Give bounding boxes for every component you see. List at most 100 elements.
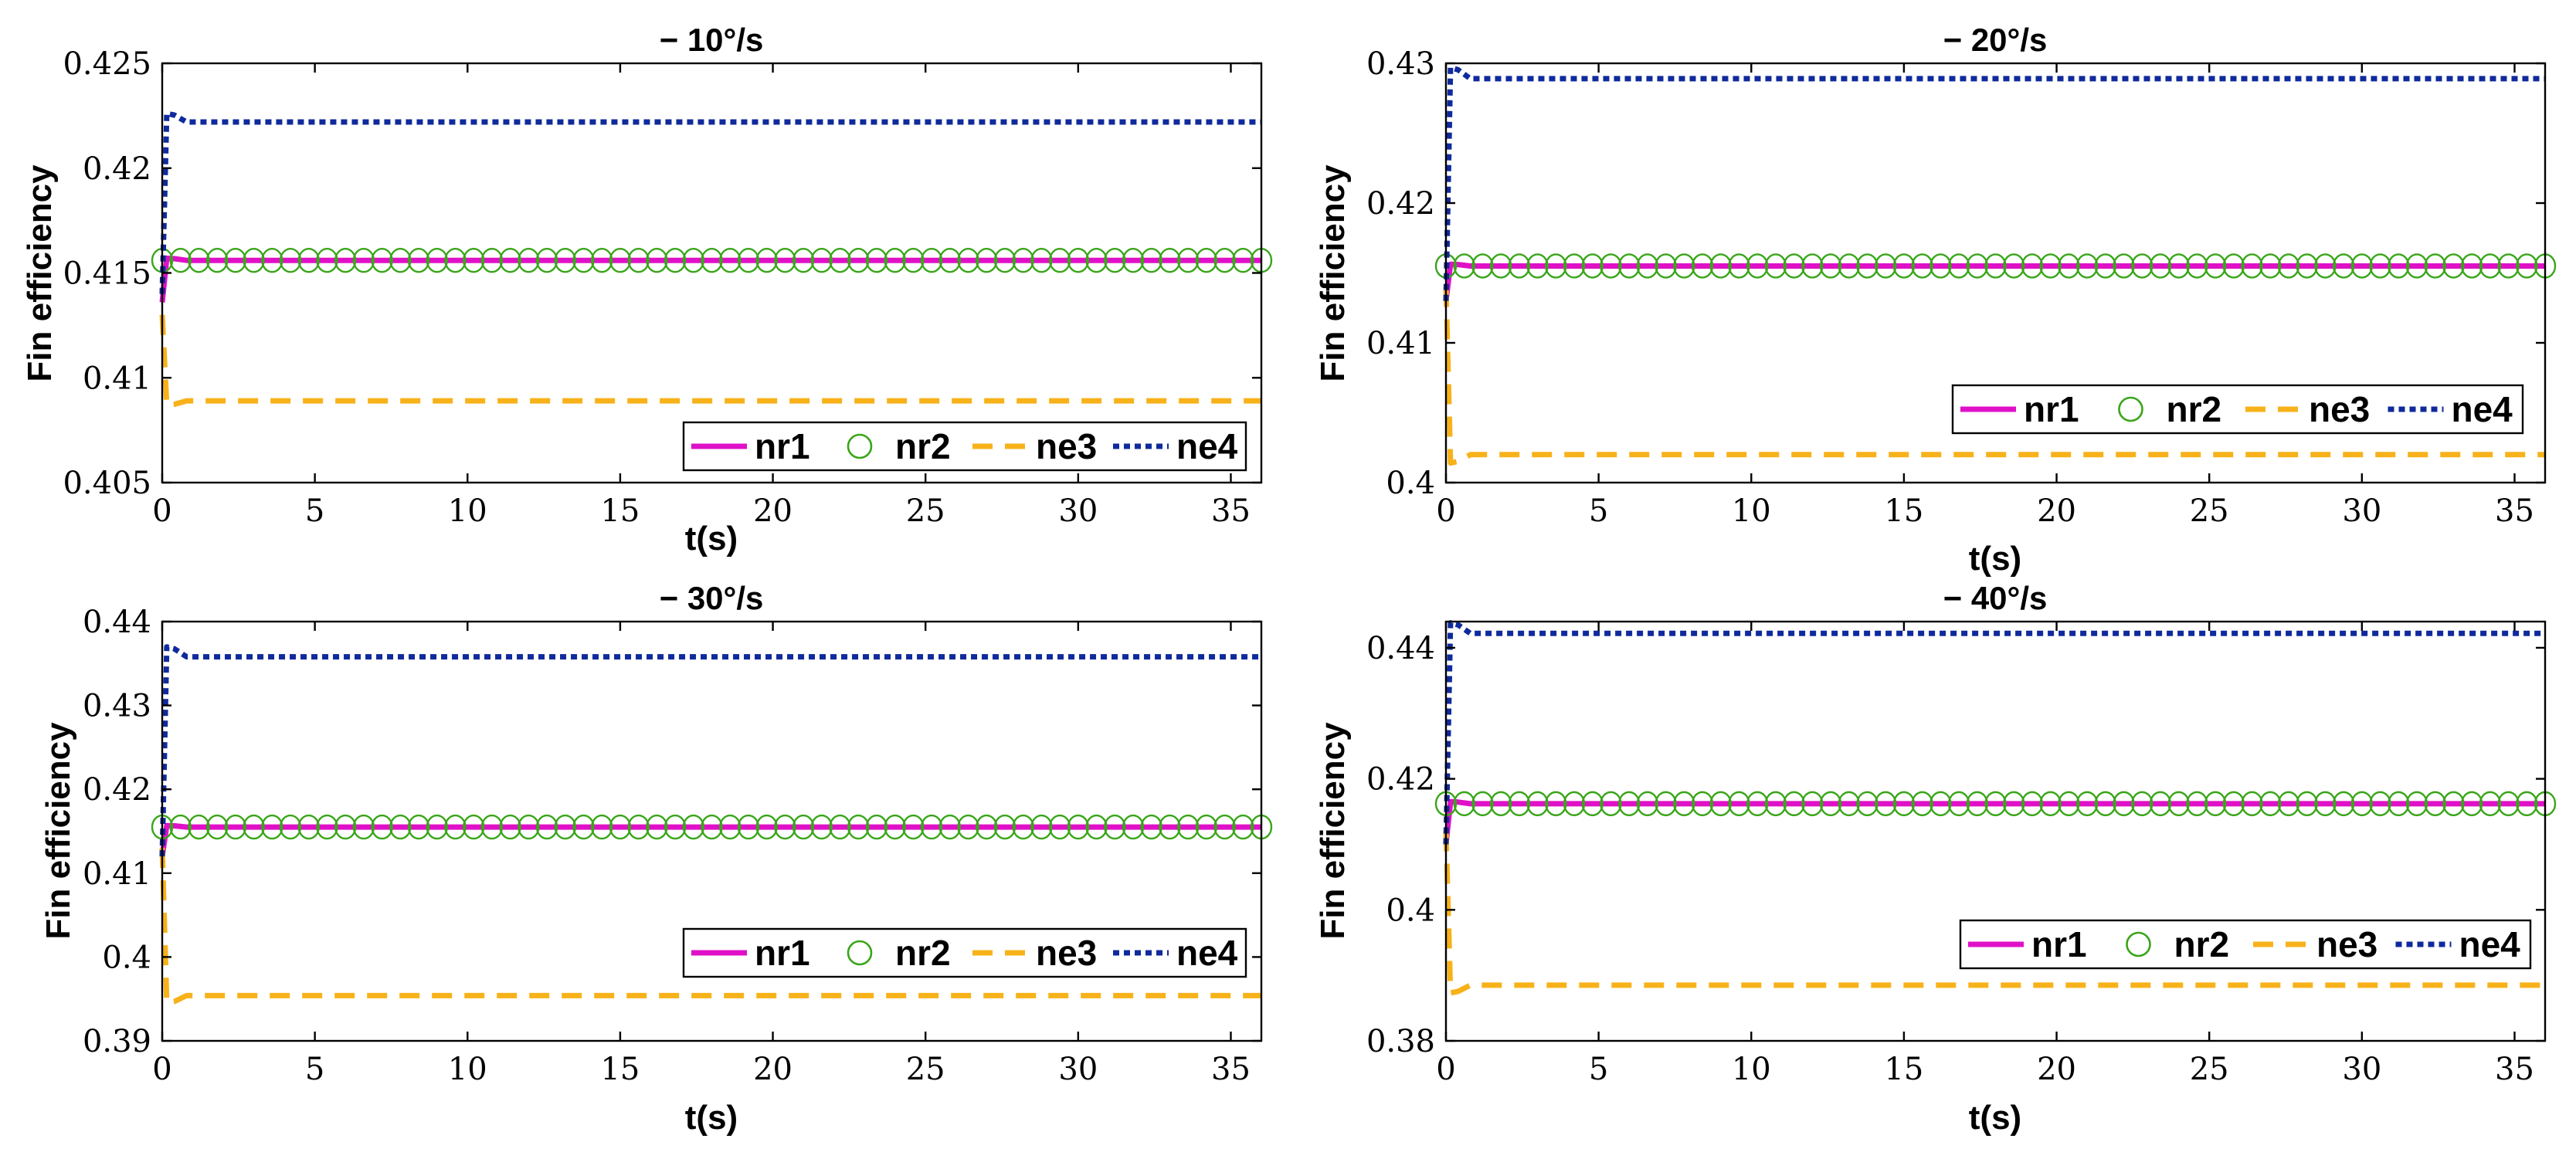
series-nr2-marker [224,814,247,840]
series-nr2-marker [334,248,357,273]
series-nr2-marker [1140,248,1162,273]
x-tick-label: 10 [448,493,487,529]
series-nr2-marker [591,248,613,273]
x-tick-label: 10 [1732,1052,1771,1087]
series-nr1 [159,256,1261,303]
series-nr2-marker [480,248,504,273]
series-nr2-marker [2442,253,2465,279]
series-nr2-marker [1600,253,1622,279]
series-nr2-marker [2222,253,2245,279]
series-nr2-marker [2314,791,2337,817]
y-axis-label: Fin efficiency [1314,164,1352,382]
series-nr2-marker [1012,248,1034,273]
series-nr2-marker [1856,253,1879,279]
series-nr2-marker [1783,791,1805,817]
series-nr2-marker [1617,253,1641,279]
series-nr2-marker [462,248,485,273]
series-nr2-marker [2460,253,2483,279]
series-nr2-marker [407,814,430,840]
legend [1951,384,2524,435]
series-nr2-marker [2296,253,2318,279]
series-nr2-marker [169,248,192,273]
series-nr2-marker [1911,253,1933,279]
series-nr2-marker [792,814,815,840]
x-tick-label: 25 [906,1052,945,1087]
series-nr2-marker [1232,248,1254,273]
series-nr2-marker [444,814,467,840]
series-nr2-marker [2149,791,2172,817]
legend-label-ne3: ne3 [2309,389,2370,429]
x-tick-label: 5 [1589,1052,1608,1087]
series-nr2-marker [2405,253,2428,279]
series-nr2-marker [1085,248,1108,273]
series-nr2-marker [334,814,357,840]
series-nr2-marker [774,248,796,273]
series-nr2-marker [2460,791,2483,817]
series-nr2-marker [2058,791,2080,817]
series-nr2-marker [1104,814,1126,840]
series-nr2-marker [2259,791,2282,817]
series-nr2-marker [664,248,687,273]
series-nr2-marker [1012,814,1034,840]
x-axis-label: t(s) [1969,540,2021,578]
series-nr2-marker [1709,791,1732,817]
series-nr2-marker [902,248,925,273]
x-tick-label: 25 [2190,493,2229,529]
series-nr2-marker [938,248,962,273]
series-nr1 [159,822,1261,857]
series-nr2-marker [1746,253,1769,279]
series-nr2-marker [389,814,412,840]
series-nr2-marker [609,814,632,840]
series-nr2-marker [2021,253,2044,279]
chart-title: − 10°/s [660,22,764,58]
x-tick-label: 20 [2037,1052,2076,1087]
series-nr2-marker [591,814,613,840]
x-tick-label: 20 [753,493,792,529]
series-nr2-marker [1929,791,1952,817]
series-ne4 [159,644,1261,857]
series-nr2-marker [1176,814,1200,840]
series-nr2-marker [261,814,283,840]
series-nr2-marker [2222,791,2245,817]
series-nr2-marker [1030,248,1053,273]
series-nr2-marker [2186,253,2208,279]
series-nr2-marker [792,248,815,273]
series-nr2-marker [1067,248,1090,273]
series-nr2-marker [1471,791,1494,817]
series-nr2-marker [2332,253,2355,279]
series-nr2-marker [1159,814,1181,840]
series-nr2-marker [2021,791,2044,817]
series-nr2-marker [371,814,393,840]
series-nr2-marker [2388,791,2410,817]
chart-title: − 40°/s [1943,580,2048,616]
series-nr2-marker [957,814,979,840]
series-nr2-marker [884,814,906,840]
legend [1959,919,2532,970]
series-nr2-marker [2277,791,2300,817]
series-nr2-marker [499,248,521,273]
series-nr1 [1443,261,2545,302]
series-nr2-marker [1673,791,1695,817]
series-nr2-marker [1746,791,1769,817]
series-nr2-marker [664,814,687,840]
series-nr2-marker [2003,253,2025,279]
series-nr2-marker [2204,253,2227,279]
series-ne3 [159,314,1261,408]
y-tick-label: 0.4 [102,940,151,975]
series-ne4 [1443,65,2545,301]
series-nr2-marker [2350,253,2374,279]
series-nr2-marker [1728,253,1750,279]
series-nr2-marker [627,814,650,840]
legend-swatch-nr2 [847,940,873,966]
series-nr2 [1434,791,2557,817]
series-nr2-marker [1600,791,1622,817]
x-tick-label: 0 [152,1052,171,1087]
legend-label-nr1: nr1 [2031,924,2087,964]
series-nr2-marker [627,248,650,273]
legend-label-nr1: nr1 [755,933,810,973]
series-nr1 [1443,798,2545,845]
series-nr2-marker [1984,253,2007,279]
x-tick-label: 5 [1589,493,1608,529]
x-tick-label: 35 [2495,493,2534,529]
series-nr2-marker [426,248,448,273]
